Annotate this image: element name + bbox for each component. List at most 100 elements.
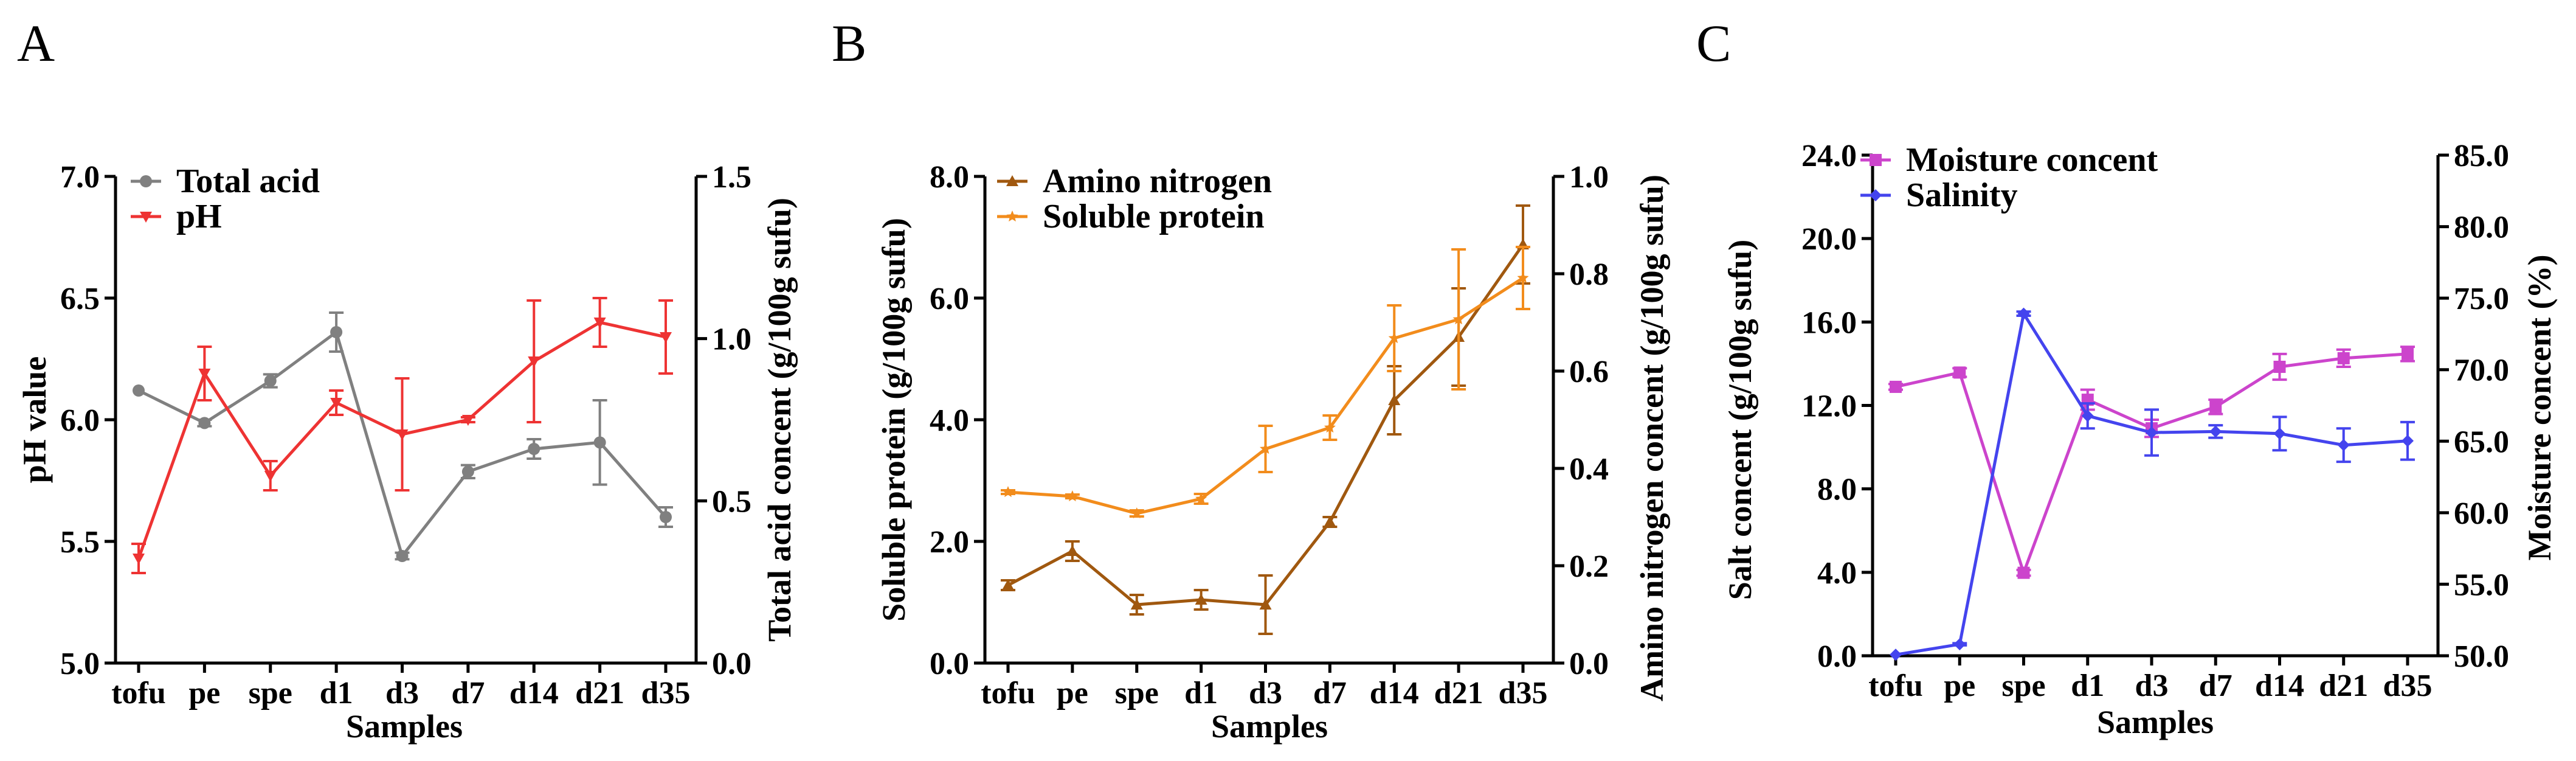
axes: 5.0 5.5 6.0 6.5 7.0 0.0 0.5 1.0 1.5 tofu pe spe d1 d3… [60,160,751,711]
x-tick-label: spe [249,676,292,711]
left-y-tick-label: 6.5 [60,282,100,316]
x-tick-label: d3 [1249,676,1282,711]
data-point [2017,566,2030,579]
left-y-axis-title: pH value [16,356,53,484]
data-point [2017,307,2030,320]
data-point [593,318,606,328]
legend-marker [140,212,152,223]
left-y-tick-label: 12.0 [1801,389,1857,424]
right-y-tick-label: 0.0 [1569,647,1609,681]
series-salinity [1890,307,2415,661]
legend-label: Amino nitrogen [1043,162,1272,200]
x-tick-label: d14 [2255,669,2304,703]
data-point [1517,272,1529,283]
data-point [660,332,672,343]
right-y-tick-label: 0.5 [712,484,751,519]
data-point [133,554,145,565]
right-y-tick-label: 50.0 [2454,639,2509,674]
left-y-tick-label: 6.0 [930,282,969,316]
data-point [2402,434,2414,447]
x-tick-label: d7 [2199,669,2232,703]
data-point [528,443,540,455]
x-tick-label: d14 [1370,676,1419,711]
axes: 0.0 2.0 4.0 6.0 8.0 0.0 0.2 0.4 0.6 0.8 1.0 tofu pe s… [930,160,1609,711]
x-tick-label: d14 [509,676,559,711]
left-y-tick-label: 20.0 [1801,222,1857,257]
legend-label: Soluble protein [1043,198,1265,235]
left-y-tick-label: 4.0 [930,403,969,438]
data-point [1388,394,1401,405]
panel-label: A [17,14,55,72]
data-point [1195,594,1207,605]
legend: Amino nitrogen Soluble protein [997,162,1272,235]
data-point [1890,380,1902,393]
panel-b: B 0.0 2.0 4.0 6.0 8.0 0.0 0.2 0.4 0.6 0.8 1.0 tofu p… [832,14,1670,745]
legend-label: pH [176,198,222,235]
data-point [2273,361,2286,374]
data-point [264,471,277,482]
series-line [1007,276,1524,515]
data-point [1953,638,1966,651]
right-y-axis-title: Moisture concent (%) [2521,255,2558,561]
data-point [198,369,211,380]
data-point [198,417,211,429]
data-point [396,429,409,440]
data-point [1195,493,1207,504]
series-amino-nitrogen [1001,204,1530,635]
x-tick-label: d35 [1499,676,1548,711]
data-point [1130,599,1143,610]
data-point [1002,579,1014,590]
right-y-tick-label: 85.0 [2454,139,2509,173]
left-y-tick-label: 0.0 [930,647,969,681]
legend-marker [1870,189,1882,201]
data-point [133,384,145,397]
right-y-tick-label: 55.0 [2454,568,2509,602]
left-y-tick-label: 7.0 [60,160,100,195]
data-point [1260,443,1271,454]
data-point [1066,490,1079,502]
x-tick-label: d3 [385,676,419,711]
x-tick-label: d21 [2319,669,2368,703]
data-point [593,436,606,449]
legend: Moisture concent Salinity [1860,141,2158,214]
data-point [330,326,343,338]
x-tick-label: d1 [2071,669,2104,703]
data-point [264,375,277,387]
data-point [396,550,409,562]
right-y-tick-label: 60.0 [2454,496,2509,531]
data-point [330,398,343,409]
x-tick-label: tofu [111,676,166,711]
right-y-tick-label: 1.5 [712,160,751,195]
data-point [1131,507,1143,519]
data-point [1452,313,1465,325]
left-y-tick-label: 8.0 [930,160,969,195]
series-layer [1001,204,1530,635]
legend-marker [1006,210,1018,222]
series-moisture-concent [1888,346,2415,579]
data-point [1066,545,1079,556]
series-layer [1888,307,2415,661]
x-tick-label: d35 [2383,669,2433,703]
x-tick-label: d1 [1184,676,1218,711]
left-y-tick-label: 5.0 [60,647,100,681]
panel-label: C [1696,14,1731,72]
right-y-tick-label: 65.0 [2454,425,2509,459]
x-tick-label: d21 [575,676,624,711]
legend-label: Total acid [176,162,320,200]
data-point [2337,439,2350,451]
series-ph [131,297,673,574]
x-tick-label: d7 [1313,676,1347,711]
x-tick-label: spe [2001,669,2045,703]
legend-marker [1006,175,1018,186]
legend-label: Moisture concent [1906,141,2158,179]
data-point [1259,599,1272,610]
right-y-tick-label: 0.6 [1569,355,1609,389]
series-soluble-protein [1001,246,1530,519]
panel-c: C 0.0 4.0 8.0 12.0 16.0 20.0 24.0 50.0 55.0 60.0 6… [1696,14,2558,740]
x-tick-label: spe [1115,676,1159,711]
legend-label: Salinity [1906,176,2018,214]
x-axis-title: Samples [346,708,463,745]
data-point [2081,409,2094,422]
legend-item-soluble-protein: Soluble protein [997,198,1265,235]
data-point [1388,332,1400,344]
